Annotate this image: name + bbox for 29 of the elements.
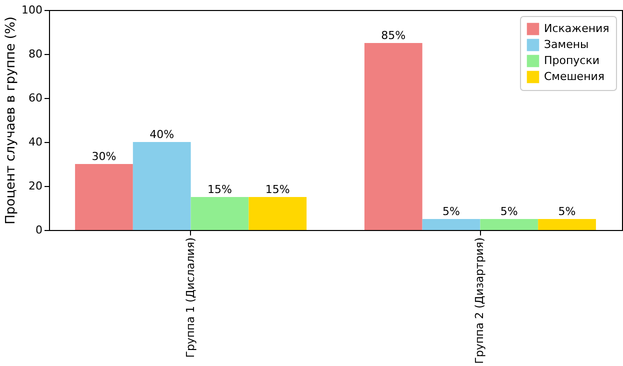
data-label: 5%: [500, 205, 518, 218]
x-tick-label: Группа 2 (Дизартрия): [473, 238, 486, 364]
y-axis-title: Процент случаев в группе (%): [4, 16, 19, 224]
y-tick-label: 60: [28, 92, 42, 104]
y-tick-label: 80: [28, 48, 42, 60]
y-tick-label: 40: [28, 136, 42, 148]
y-tick-label: 20: [28, 180, 42, 192]
data-label: 5%: [442, 205, 460, 218]
y-tick-label: 0: [36, 224, 42, 236]
legend-label: Искажения: [544, 22, 610, 35]
bar: [538, 219, 596, 230]
bar: [132, 142, 191, 230]
bar: [248, 197, 307, 230]
data-label: 85%: [381, 29, 406, 42]
data-label: 30%: [92, 150, 116, 163]
bar: [190, 197, 249, 230]
bar: [422, 219, 480, 230]
legend-label: Замены: [544, 38, 589, 51]
y-tick-label: 100: [22, 4, 42, 16]
data-label: 15%: [208, 183, 232, 196]
data-label: 5%: [558, 205, 576, 218]
data-label: 15%: [265, 183, 290, 196]
x-tick-label: Группа 1 (Дислалия): [184, 238, 197, 358]
legend-label: Пропуски: [544, 54, 600, 67]
bar: [480, 219, 538, 230]
legend-label: Смешения: [544, 70, 605, 83]
data-label: 40%: [150, 128, 174, 141]
bar: [364, 43, 422, 230]
bar: [75, 164, 133, 230]
